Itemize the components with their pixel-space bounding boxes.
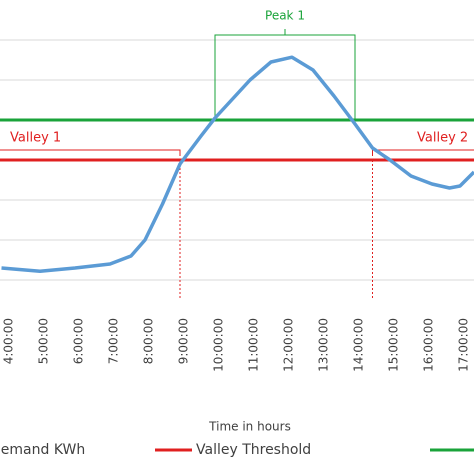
valley-bracket xyxy=(372,149,474,156)
x-tick-label: 16:00:00 xyxy=(422,318,436,372)
legend-label: Valley Threshold xyxy=(196,442,311,458)
x-tick-label: 8:00:00 xyxy=(142,318,156,364)
annotation-label: Valley 2 xyxy=(417,131,468,146)
legend-label: Demand KWh xyxy=(0,442,85,458)
x-tick-label: 13:00:00 xyxy=(317,318,331,372)
x-axis-title: Time in hours xyxy=(208,420,291,434)
valley-bracket xyxy=(0,149,181,156)
x-tick-label: 10:00:00 xyxy=(212,318,226,372)
x-tick-label: 14:00:00 xyxy=(352,318,366,372)
x-tick-label: 12:00:00 xyxy=(282,318,296,372)
x-tick-label: 11:00:00 xyxy=(247,318,261,372)
x-tick-label: 4:00:00 xyxy=(2,318,16,364)
annotation-label: Valley 1 xyxy=(10,131,61,146)
x-tick-label: 9:00:00 xyxy=(177,318,191,364)
series-line xyxy=(1,55,474,273)
x-tick-label: 17:00:00 xyxy=(457,318,471,372)
x-tick-label: 15:00:00 xyxy=(387,318,401,372)
annotation-label: Peak 1 xyxy=(265,9,305,23)
peak-bracket xyxy=(214,34,356,120)
x-tick-label: 6:00:00 xyxy=(72,318,86,364)
x-tick-label: 5:00:00 xyxy=(37,318,51,364)
x-tick-label: 7:00:00 xyxy=(107,318,121,364)
